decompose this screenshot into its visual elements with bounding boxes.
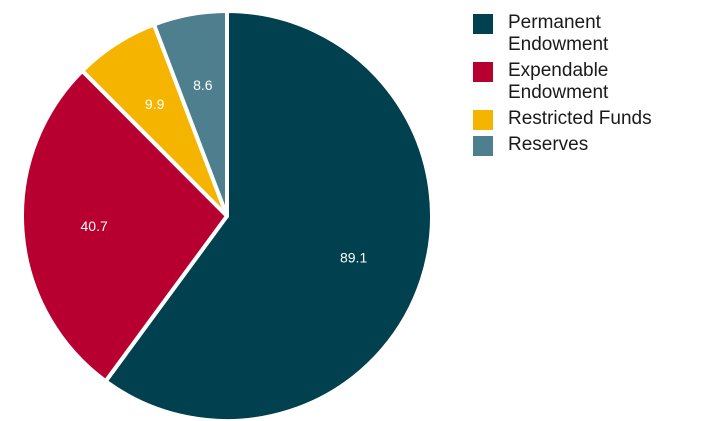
- legend-swatch-restricted-funds: [473, 110, 493, 130]
- pie-slice-reserves: [151, 9, 229, 218]
- legend-swatch-expendable-endowment: [473, 62, 493, 82]
- legend-label-line: Endowment: [508, 82, 609, 103]
- legend-label-line: Restricted Funds: [508, 108, 652, 129]
- pie-slices: [20, 9, 434, 421]
- pie-slice-permanent-endowment: [103, 9, 434, 421]
- pie-slice-value-label: 40.7: [81, 218, 108, 234]
- legend: Permanent Endowment Expendable Endowment…: [473, 12, 701, 160]
- legend-item-reserves: Reserves: [473, 134, 701, 156]
- legend-item-permanent-endowment: Permanent Endowment: [473, 12, 701, 56]
- legend-label-line: Expendable: [508, 60, 609, 81]
- pie-slice-value-label: 9.9: [145, 96, 165, 112]
- pie-slice-value-label: 8.6: [193, 77, 213, 93]
- pie-slice-value-label: 89.1: [340, 249, 367, 265]
- legend-label-line: Endowment: [508, 34, 609, 55]
- legend-label-reserves: Reserves: [508, 134, 588, 156]
- pie-chart: 89.1 40.7 9.9 8.6: [20, 9, 434, 421]
- legend-label-restricted-funds: Restricted Funds: [508, 108, 652, 130]
- legend-label-line: Reserves: [508, 134, 589, 155]
- legend-swatch-reserves: [473, 136, 493, 156]
- legend-label-permanent-endowment: Permanent Endowment: [508, 12, 608, 56]
- pie-slice-labels: 89.1 40.7 9.9 8.6: [81, 77, 368, 266]
- legend-swatch-permanent-endowment: [473, 14, 493, 34]
- legend-item-restricted-funds: Restricted Funds: [473, 108, 701, 130]
- legend-item-expendable-endowment: Expendable Endowment: [473, 60, 701, 104]
- legend-label-expendable-endowment: Expendable Endowment: [508, 60, 608, 104]
- pie-slice-expendable-endowment: [20, 68, 229, 384]
- legend-label-line: Permanent: [508, 12, 601, 33]
